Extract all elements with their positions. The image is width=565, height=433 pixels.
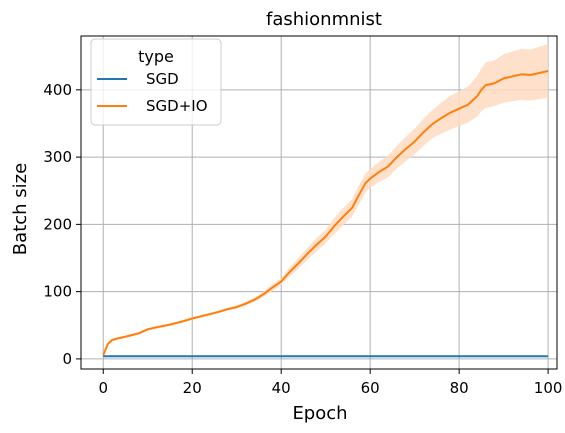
legend-label-sgd-io: SGD+IO bbox=[146, 97, 208, 115]
x-axis-label: Epoch bbox=[292, 403, 347, 424]
x-tick-label: 60 bbox=[361, 379, 380, 397]
y-axis-label: Batch size bbox=[10, 163, 31, 255]
x-tick-label: 40 bbox=[272, 379, 291, 397]
y-tick-label: 300 bbox=[43, 148, 72, 166]
y-axis-ticks: 0 100 200 300 400 bbox=[43, 81, 81, 368]
x-tick-label: 100 bbox=[534, 379, 563, 397]
chart-title: fashionmnist bbox=[266, 9, 382, 30]
x-tick-label: 20 bbox=[183, 379, 202, 397]
plot-frame bbox=[80, 35, 558, 370]
legend-title: type bbox=[138, 47, 174, 66]
y-tick-label: 0 bbox=[62, 350, 72, 368]
y-tick-label: 200 bbox=[43, 215, 72, 233]
x-tick-label: 80 bbox=[450, 379, 469, 397]
x-tick-label: 0 bbox=[98, 379, 108, 397]
series-lines bbox=[102, 70, 549, 358]
y-tick-label: 400 bbox=[43, 81, 72, 99]
legend-box bbox=[90, 38, 222, 126]
y-tick-label: 100 bbox=[43, 283, 72, 301]
legend-label-sgd: SGD bbox=[146, 70, 179, 88]
x-axis-ticks: 0 20 40 60 80 100 bbox=[98, 369, 562, 397]
legend: type SGD SGD+IO bbox=[90, 38, 222, 126]
line-sgd-io bbox=[102, 70, 549, 356]
